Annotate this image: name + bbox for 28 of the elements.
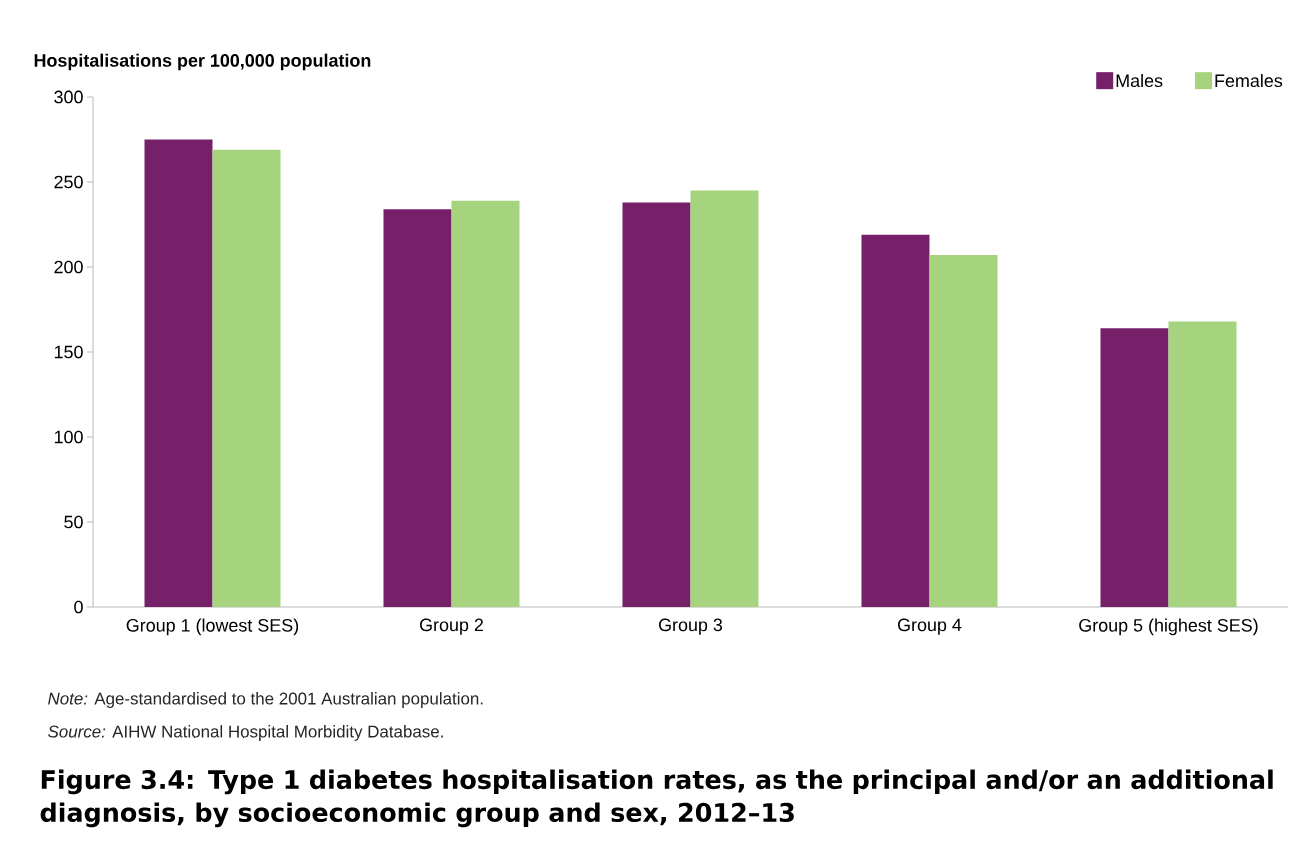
y-tick-label: 250 (54, 175, 83, 189)
bar (622, 202, 691, 607)
bar (144, 139, 213, 607)
bar (929, 255, 998, 607)
x-tick-label: Group 2 (420, 618, 483, 635)
bar (1100, 328, 1169, 607)
text: Note: Age-standardised to the 2001 Australian population. (48, 692, 483, 708)
bar (383, 209, 452, 607)
x-tick-label: Group 1 (lowest SES) (126, 618, 299, 636)
y-tick-label: 300 (54, 90, 83, 104)
y-tick-label: 150 (54, 345, 83, 359)
bar (861, 234, 930, 607)
bar (690, 190, 759, 607)
bar (1168, 321, 1237, 607)
y-tick-label: 50 (64, 515, 83, 529)
x-tick-label: Group 5 (highest SES) (1079, 618, 1258, 636)
y-tick-label: 200 (54, 260, 83, 274)
text: Figure 3.4: Type 1 diabetes hospitalisation rates, as the principal and/or an additional diagnosis, by socioeconomic group and sex, 2012–13 (40, 769, 1273, 828)
y-tick-label: 0 (74, 600, 83, 614)
x-tick-label: Group 3 (658, 618, 723, 635)
legend-label: Males (1116, 73, 1163, 88)
bar (451, 200, 520, 607)
y-axis-title: Hospitalisations per 100,000 population (34, 53, 371, 71)
legend-label: Females (1215, 73, 1283, 88)
y-tick-label: 100 (54, 430, 83, 444)
bar (212, 149, 281, 607)
text: Source: AIHW National Hospital Morbidity Database. (48, 725, 443, 741)
x-tick-label: Group 4 (897, 618, 962, 635)
